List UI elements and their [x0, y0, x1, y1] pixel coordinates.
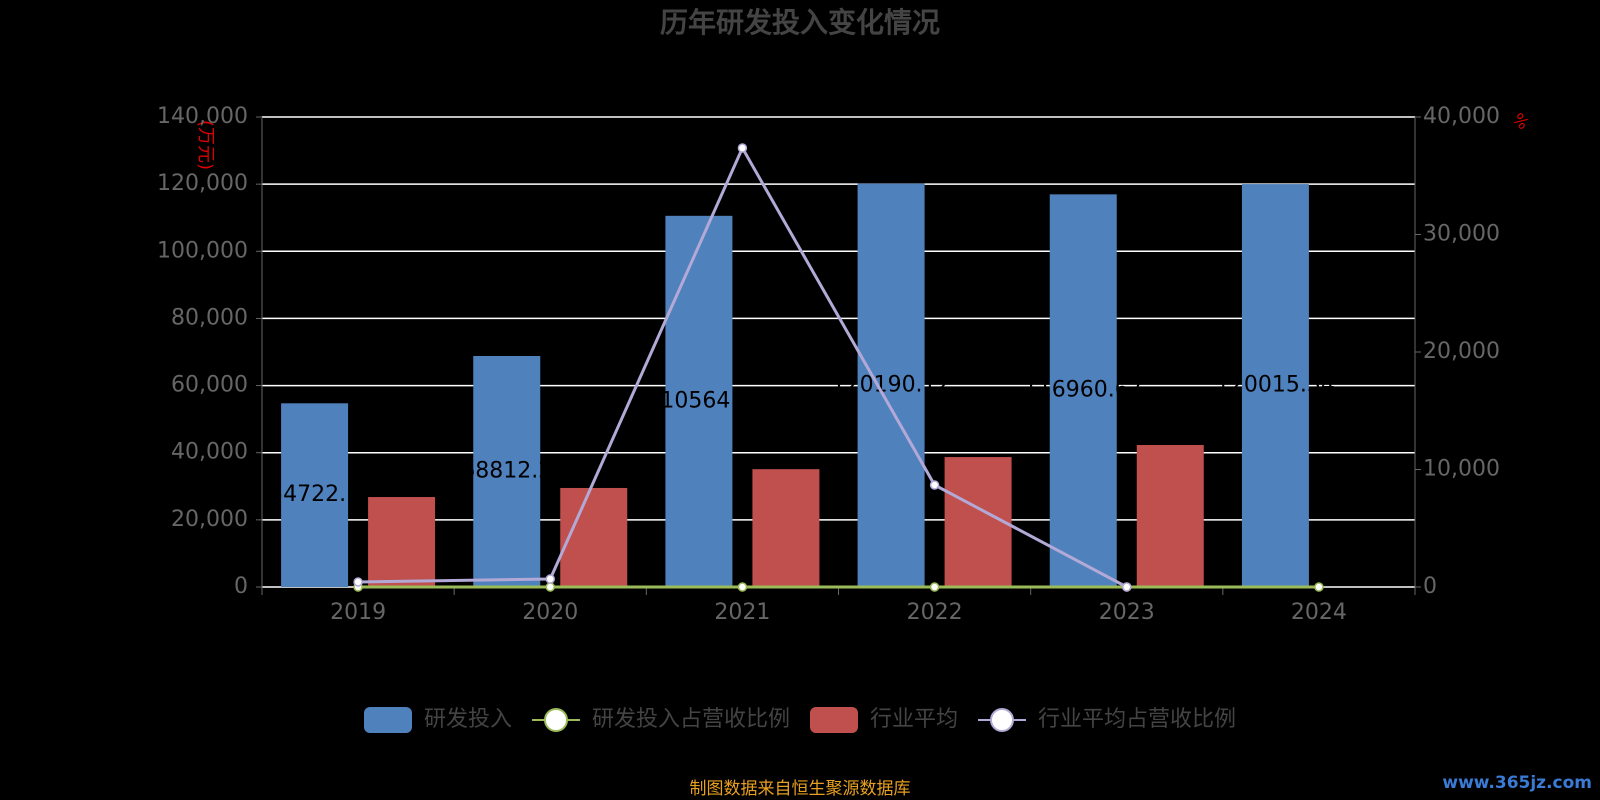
y2-tick-label: 30,000: [1423, 222, 1500, 247]
line-marker: [1314, 582, 1324, 592]
data-label: 68812.2: [461, 458, 552, 483]
line-marker: [1122, 582, 1132, 592]
legend-swatch: [544, 708, 568, 732]
bar: [665, 215, 733, 587]
bar: [473, 355, 541, 587]
data-label: 120015.54: [1216, 373, 1335, 398]
legend-label: 研发投入: [424, 707, 512, 732]
data-label: 54722.1: [269, 482, 360, 507]
x-tick-label: 2019: [330, 600, 386, 625]
data-label: 120190.12: [832, 372, 951, 397]
y2-tick-label: 10,000: [1423, 457, 1500, 482]
x-tick-label: 2022: [907, 600, 963, 625]
line-marker: [929, 582, 940, 592]
legend-swatch: [364, 707, 412, 733]
bar: [368, 497, 436, 587]
y2-tick-label: 0: [1423, 574, 1437, 599]
x-tick-label: 2021: [714, 600, 770, 625]
line-marker: [545, 574, 555, 584]
legend-label: 研发投入占营收比例: [592, 707, 790, 732]
y-tick-label: 40,000: [171, 440, 248, 465]
y-tick-label: 140,000: [157, 104, 248, 129]
x-tick-label: 2020: [522, 600, 578, 625]
legend-swatch: [810, 707, 858, 733]
bar: [560, 487, 628, 587]
line-marker: [545, 582, 555, 592]
y2-tick-label: 20,000: [1423, 339, 1500, 364]
x-tick-label: 2024: [1291, 600, 1347, 625]
bar: [1136, 444, 1204, 587]
data-label: 116960.67: [1024, 378, 1143, 403]
chart-title: 历年研发投入变化情况: [660, 6, 940, 39]
line-marker: [737, 582, 748, 592]
y2-tick-label: 40,000: [1423, 104, 1500, 129]
y-tick-label: 0: [234, 574, 248, 599]
y-tick-label: 80,000: [171, 305, 248, 330]
line-marker: [929, 480, 940, 490]
bar: [752, 469, 820, 587]
legend-label: 行业平均占营收比例: [1038, 707, 1236, 732]
x-tick-label: 2023: [1099, 600, 1155, 625]
source: 制图数据来自恒生聚源数据库: [690, 779, 911, 799]
bar: [944, 457, 1012, 587]
y-tick-label: 20,000: [171, 507, 248, 532]
bar: [857, 183, 925, 588]
y-tick-label: 60,000: [171, 373, 248, 398]
y-tick-label: 100,000: [157, 238, 248, 263]
legend-swatch: [990, 708, 1014, 732]
bar: [1241, 184, 1309, 587]
line-marker: [737, 143, 748, 153]
y-axis-label: (万元): [195, 120, 216, 170]
bar: [281, 403, 349, 587]
bar: [1049, 194, 1117, 588]
data-label: 110564.1: [646, 388, 751, 413]
line-marker: [353, 577, 363, 587]
watermark: www.365jz.com: [1442, 773, 1592, 793]
legend-label: 行业平均: [870, 707, 958, 732]
y-tick-label: 120,000: [157, 171, 248, 196]
